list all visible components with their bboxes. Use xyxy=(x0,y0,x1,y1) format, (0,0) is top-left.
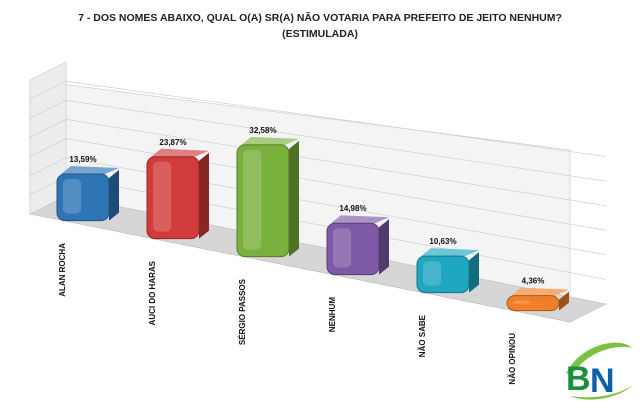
bar-front xyxy=(506,295,560,312)
bar-top xyxy=(151,148,209,157)
bar-front xyxy=(326,222,380,276)
category-label: NENHUM xyxy=(328,297,337,332)
bar-value-label: 4,36% xyxy=(522,277,545,286)
bar xyxy=(326,215,389,276)
bar-side xyxy=(199,152,209,239)
bar-highlight xyxy=(63,179,82,214)
gridline-side xyxy=(29,119,67,138)
bar xyxy=(146,148,209,240)
bar-top xyxy=(511,287,569,296)
bar-side xyxy=(109,170,119,221)
logo-swoosh xyxy=(566,342,632,374)
gridline-side xyxy=(29,138,67,157)
bar xyxy=(236,136,299,258)
bar xyxy=(506,287,569,312)
chart-title: 7 - DOS NOMES ABAIXO, QUAL O(A) SR(A) NÃ… xyxy=(78,12,562,24)
gridline-side xyxy=(29,157,67,176)
gridline xyxy=(65,99,607,182)
category-label: SÉRGIO PASSOS xyxy=(238,278,247,345)
logo-letter-b: B xyxy=(566,360,591,398)
bar-front xyxy=(236,144,290,258)
gridline xyxy=(65,80,607,157)
logo-swoosh-bottom xyxy=(570,384,634,400)
chart-subtitle: (ESTIMULADA) xyxy=(282,28,358,40)
chart-title-block: 7 - DOS NOMES ABAIXO, QUAL O(A) SR(A) NÃ… xyxy=(0,10,640,42)
chart-side-wall xyxy=(29,61,67,215)
bar-front xyxy=(416,255,470,294)
bar-front xyxy=(146,156,200,240)
bar-top xyxy=(331,215,389,224)
bar xyxy=(56,166,119,222)
bar-top xyxy=(241,136,299,145)
bar-side xyxy=(559,291,569,311)
bar-side xyxy=(379,219,389,275)
bar-value-label: 23,87% xyxy=(159,138,186,147)
bar-value-label: 32,58% xyxy=(249,126,276,135)
bar-value-label: 10,63% xyxy=(429,237,456,246)
category-label: ALAN ROCHA xyxy=(58,243,67,297)
gridline xyxy=(65,119,607,207)
bn-logo: B N xyxy=(560,338,636,404)
bar-value-label: 14,98% xyxy=(339,204,366,213)
bar-side xyxy=(289,140,299,257)
category-label: AUCI DO HARAS xyxy=(148,260,157,325)
logo-letter-n: N xyxy=(590,362,615,400)
gridline-side xyxy=(29,100,67,119)
bar-highlight xyxy=(333,228,352,268)
bar-highlight xyxy=(423,261,442,286)
bar-side xyxy=(469,252,479,293)
category-label: NÃO OPINOU xyxy=(508,333,517,385)
bar-top xyxy=(61,166,119,175)
bar-highlight xyxy=(513,300,532,304)
bar-top xyxy=(421,248,479,257)
gridline-side xyxy=(29,80,67,100)
bar xyxy=(416,248,479,294)
category-label: NÃO SABE xyxy=(418,314,427,357)
bar-front xyxy=(56,173,110,222)
chart-bars xyxy=(56,136,569,312)
bar-value-label: 13,59% xyxy=(69,155,96,164)
bar-highlight xyxy=(243,149,262,250)
chart-labels: 13,59% ALAN ROCHA 23,87% AUCI DO HARAS 32,58… xyxy=(58,126,544,385)
bar-highlight xyxy=(153,161,172,232)
